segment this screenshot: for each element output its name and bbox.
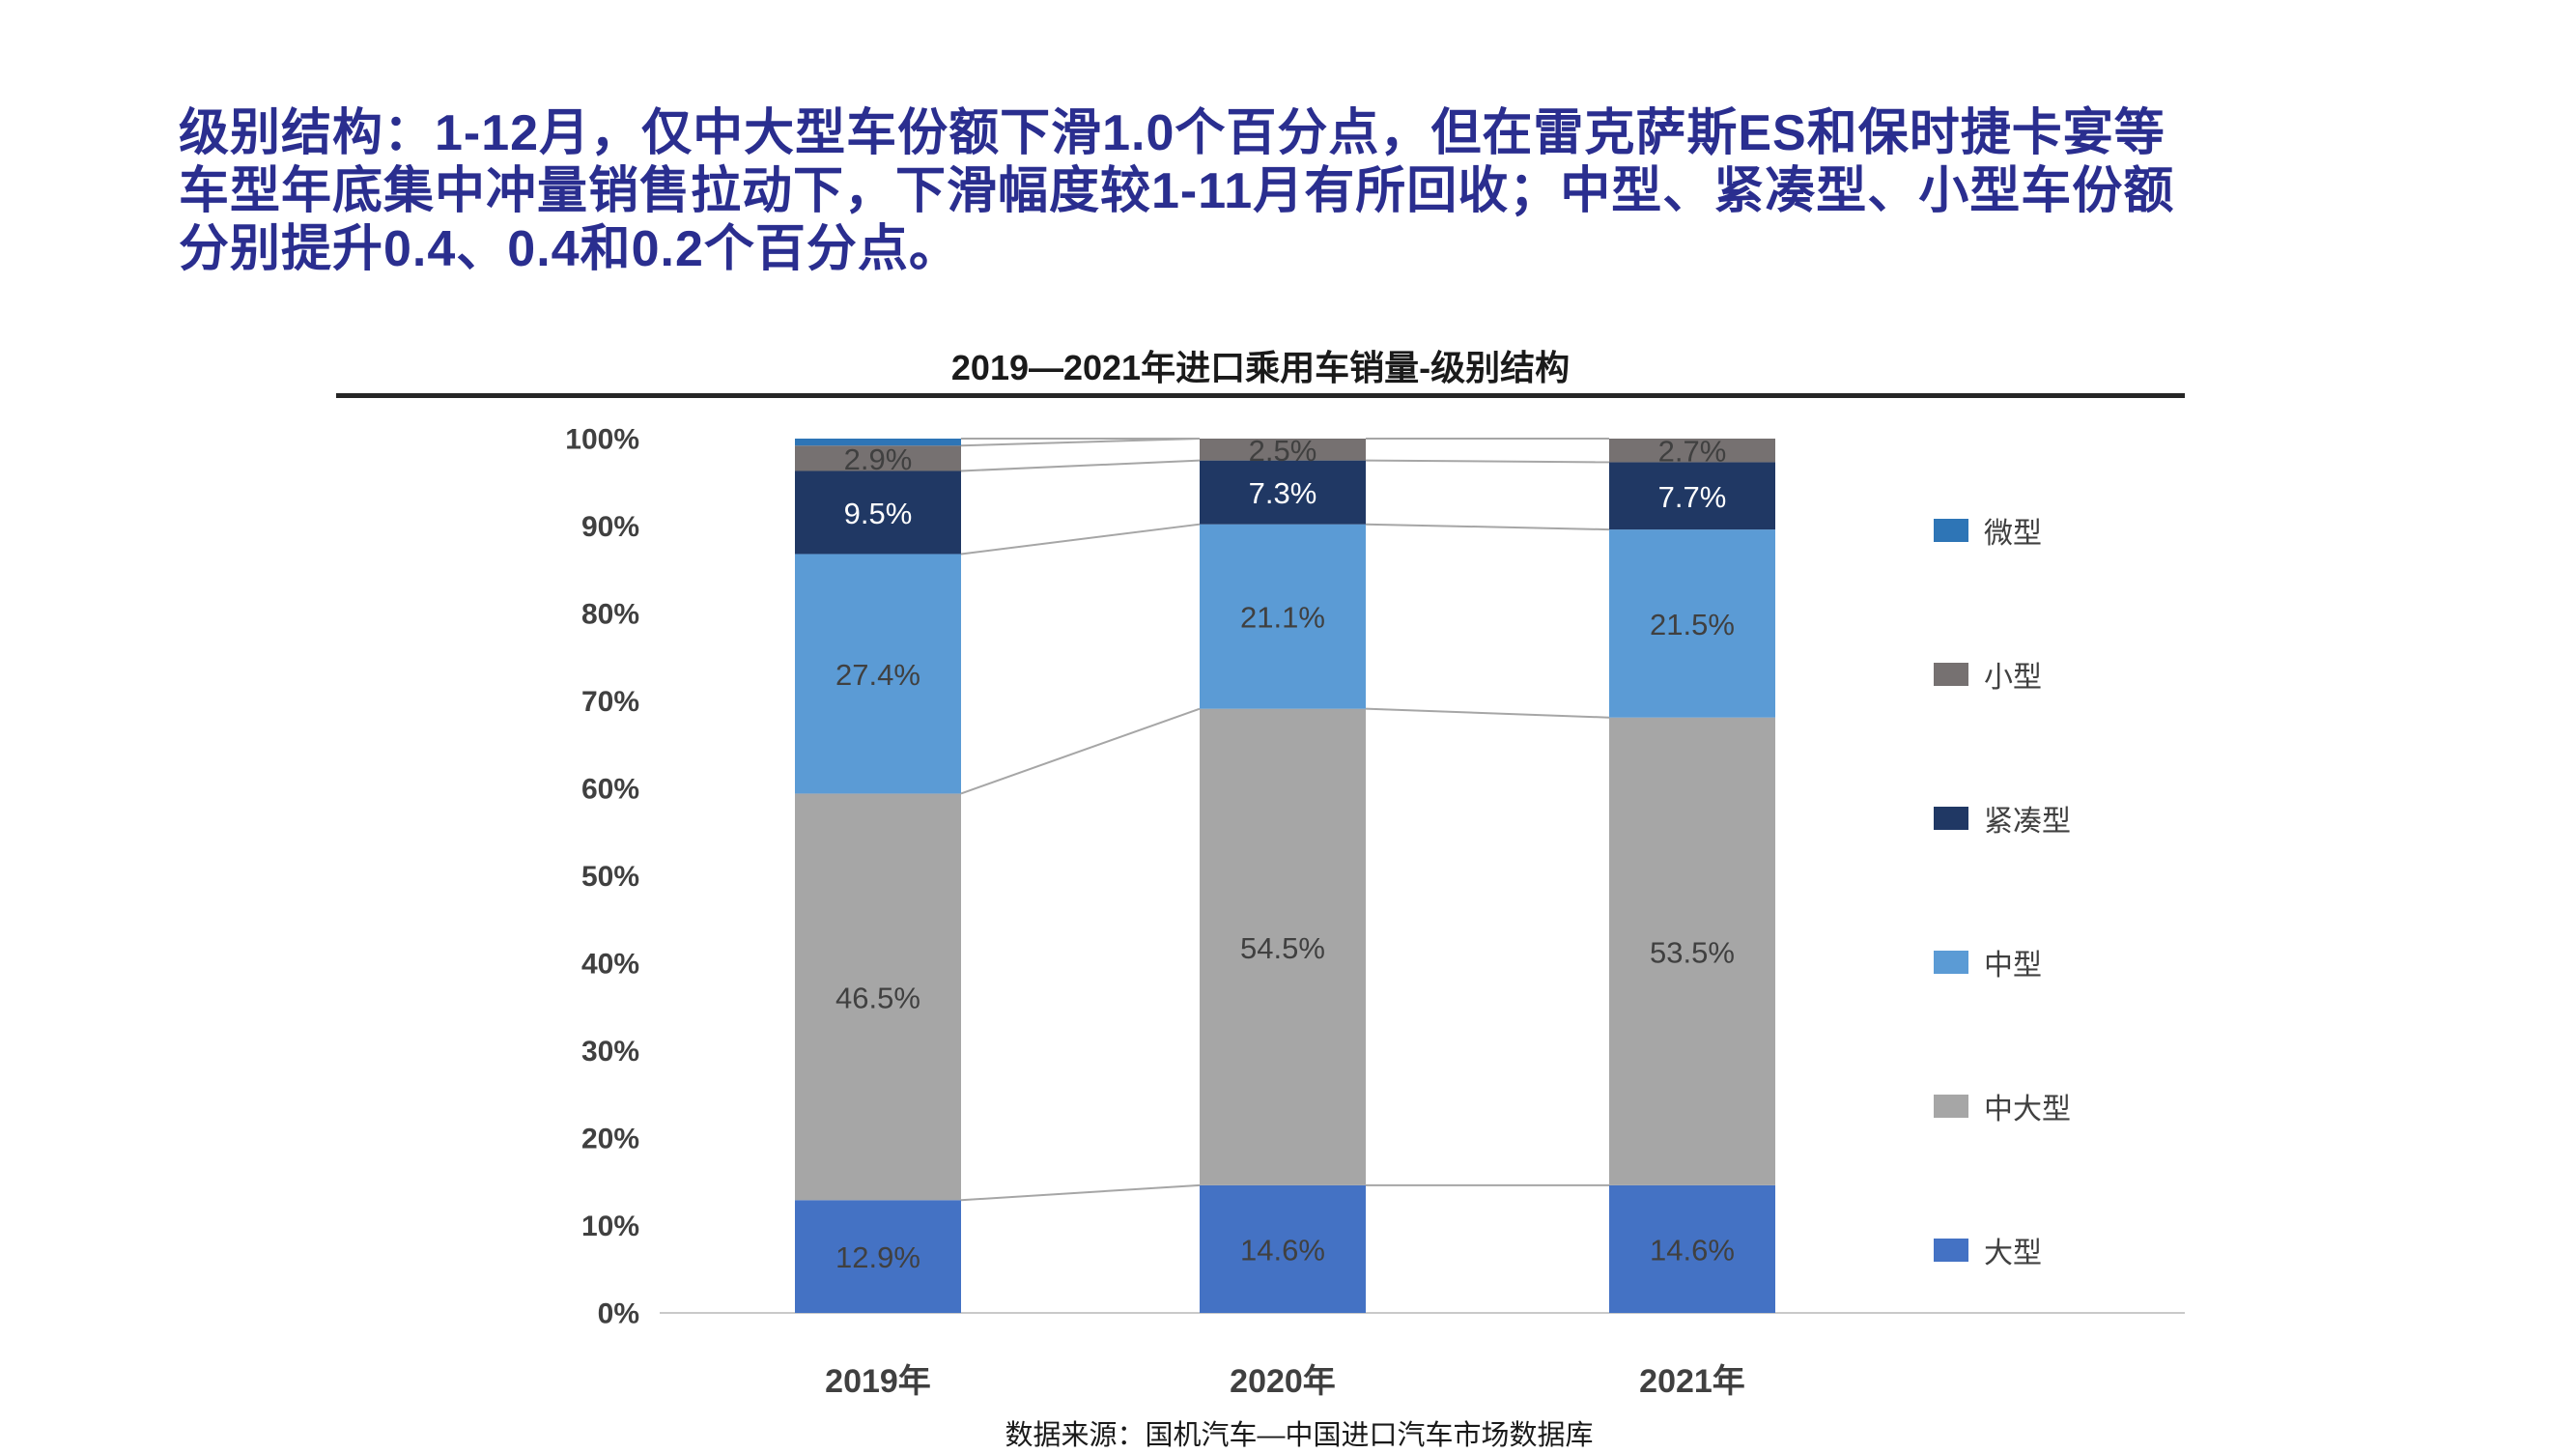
bar-segment-label: 14.6% (1240, 1233, 1325, 1267)
bar-segment (1200, 460, 1366, 525)
y-tick-label: 30% (581, 1036, 639, 1068)
bar-segment-label: 54.5% (1240, 931, 1325, 965)
bar-segment (1200, 524, 1366, 709)
y-tick-label: 90% (581, 511, 639, 543)
y-tick-label: 20% (581, 1124, 639, 1155)
legend-swatch (1934, 1094, 1968, 1118)
legend-item: 微型 (1934, 458, 2223, 602)
bar-segment-label: 7.3% (1249, 476, 1317, 510)
series-connector-line (1365, 459, 1610, 464)
x-axis-label: 2019年 (825, 1363, 931, 1400)
bar-segment (1609, 717, 1775, 1185)
legend-item: 中大型 (1934, 1034, 2223, 1178)
y-tick-label: 70% (581, 686, 639, 718)
legend-label: 微型 (1984, 517, 2042, 550)
y-tick-label: 100% (565, 424, 639, 456)
y-tick-label: 40% (581, 949, 639, 981)
bar-segment-label: 21.1% (1240, 601, 1325, 635)
bar-segment-label: 9.5% (844, 497, 913, 530)
bar-segment-label: 14.6% (1650, 1233, 1735, 1267)
x-axis-label: 2020年 (1230, 1363, 1336, 1400)
bar-segment (1609, 1184, 1775, 1313)
y-tick-label: 80% (581, 599, 639, 631)
legend-swatch (1934, 518, 1968, 542)
bar-segment-label: 27.4% (835, 658, 920, 692)
bar-segment-label: 53.5% (1650, 935, 1735, 969)
chart-title: 2019—2021年进口乘用车销量-级别结构 (950, 348, 1571, 387)
series-connector-line (1365, 707, 1610, 719)
bar-segment-label: 2.5% (1249, 434, 1317, 468)
y-tick-label: 0% (598, 1298, 639, 1330)
legend-swatch (1934, 662, 1968, 686)
legend-item: 中型 (1934, 890, 2223, 1034)
legend-label: 大型 (1984, 1237, 2042, 1269)
bar-segment (1200, 439, 1366, 461)
bar-segment (795, 1200, 961, 1313)
y-tick-label: 60% (581, 774, 639, 806)
bar-segment (795, 793, 961, 1201)
series-connector-line (1365, 523, 1610, 531)
legend-label: 紧凑型 (1984, 805, 2071, 838)
bar-segment (795, 439, 961, 446)
series-connector-line (960, 1183, 1201, 1202)
bar-segment (795, 554, 961, 794)
legend-label: 中型 (1984, 949, 2042, 982)
bar-segment (1200, 708, 1366, 1185)
legend-swatch (1934, 1238, 1968, 1262)
bar-segment-label: 12.9% (835, 1240, 920, 1274)
legend-item: 紧凑型 (1934, 746, 2223, 890)
legend-item: 大型 (1934, 1178, 2223, 1322)
legend-label: 小型 (1984, 661, 2042, 694)
bar-segment-label: 21.5% (1650, 608, 1735, 641)
source-note: 数据来源：国机汽车—中国进口汽车市场数据库 (1005, 1420, 1594, 1451)
bar-segment (1609, 439, 1775, 463)
bar-segment (1609, 462, 1775, 530)
chart-legend: 微型小型紧凑型中型中大型大型 (1934, 458, 2223, 1322)
headline-text: 级别结构：1-12月，仅中大型车份额下滑1.0个百分点，但在雷克萨斯ES和保时捷… (179, 105, 2175, 277)
bar-segment-label: 46.5% (835, 981, 920, 1014)
series-connector-line (960, 707, 1201, 795)
bar-segment-label: 7.7% (1658, 480, 1727, 514)
series-connector-line (960, 523, 1201, 556)
x-axis-label: 2021年 (1639, 1363, 1745, 1400)
legend-item: 小型 (1934, 602, 2223, 746)
legend-swatch (1934, 950, 1968, 974)
bar-segment-label: 2.9% (844, 442, 913, 476)
bar-segment (1200, 1184, 1366, 1313)
series-connector-line (960, 438, 1201, 447)
series-connector-line (960, 459, 1201, 472)
bar-segment (795, 470, 961, 555)
legend-swatch (1934, 806, 1968, 830)
bar-segment (795, 445, 961, 471)
bar-segment-label: 2.7% (1658, 435, 1727, 469)
y-tick-label: 10% (581, 1211, 639, 1242)
bar-segment (1609, 529, 1775, 718)
legend-label: 中大型 (1984, 1093, 2071, 1125)
y-tick-label: 50% (581, 861, 639, 893)
title-divider (336, 393, 2185, 398)
